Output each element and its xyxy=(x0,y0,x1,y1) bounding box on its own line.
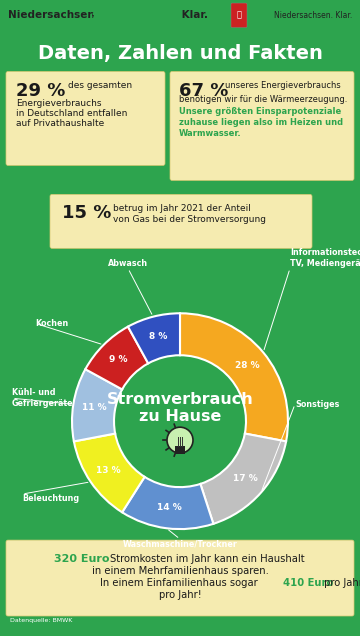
Text: Beleuchtung: Beleuchtung xyxy=(22,494,79,503)
Text: in Deutschland entfallen: in Deutschland entfallen xyxy=(16,109,127,118)
Text: Klar.: Klar. xyxy=(178,10,208,20)
Text: 28 %: 28 % xyxy=(235,361,259,370)
FancyBboxPatch shape xyxy=(50,195,312,248)
Text: Niedersachsen. Klar.: Niedersachsen. Klar. xyxy=(274,11,352,20)
Bar xyxy=(175,446,185,454)
Text: betrug im Jahr 2021 der Anteil: betrug im Jahr 2021 der Anteil xyxy=(113,204,251,213)
Text: Niedersachsen: Niedersachsen xyxy=(8,10,98,20)
Wedge shape xyxy=(122,477,213,529)
Text: 11 %: 11 % xyxy=(82,403,107,412)
Text: 🐴: 🐴 xyxy=(237,11,242,20)
Text: in einem Mehrfamilienhaus sparen.: in einem Mehrfamilienhaus sparen. xyxy=(91,566,269,576)
Text: auf Privathaushalte: auf Privathaushalte xyxy=(16,120,104,128)
Wedge shape xyxy=(74,434,145,512)
Text: Energieverbrauchs: Energieverbrauchs xyxy=(16,99,102,109)
Text: Informationstechnik
TV, Mediengeräte: Informationstechnik TV, Mediengeräte xyxy=(290,248,360,268)
Text: benötigen wir für die Wärmeerzeugung.: benötigen wir für die Wärmeerzeugung. xyxy=(179,95,347,104)
Text: 320 Euro: 320 Euro xyxy=(54,554,109,564)
Text: unseres Energieverbrauchs: unseres Energieverbrauchs xyxy=(225,81,341,90)
Text: Kühl- und
Gefriergeräte: Kühl- und Gefriergeräte xyxy=(12,388,74,408)
Text: 29 %: 29 % xyxy=(16,83,66,100)
Text: Sonstiges: Sonstiges xyxy=(295,399,339,409)
Text: Warmwasser.: Warmwasser. xyxy=(179,130,242,139)
Text: Stromkosten im Jahr kann ein Haushalt: Stromkosten im Jahr kann ein Haushalt xyxy=(110,554,305,564)
Text: Stromverbrauch: Stromverbrauch xyxy=(107,392,253,406)
Text: von Gas bei der Stromversorgung: von Gas bei der Stromversorgung xyxy=(113,216,266,225)
Wedge shape xyxy=(85,327,148,389)
Text: Daten, Zahlen und Fakten: Daten, Zahlen und Fakten xyxy=(37,44,323,63)
Circle shape xyxy=(167,427,193,453)
Wedge shape xyxy=(128,314,180,363)
Text: 17 %: 17 % xyxy=(233,474,258,483)
Text: Unsere größten Einsparpotenziale: Unsere größten Einsparpotenziale xyxy=(179,107,341,116)
FancyBboxPatch shape xyxy=(170,71,354,181)
Wedge shape xyxy=(180,314,288,441)
Text: 8 %: 8 % xyxy=(149,333,167,342)
Text: Abwasch: Abwasch xyxy=(108,259,148,268)
Wedge shape xyxy=(72,370,122,441)
Text: 15 %: 15 % xyxy=(62,204,111,223)
Text: 67 %: 67 % xyxy=(179,83,228,100)
Text: Datenquelle: BMWK: Datenquelle: BMWK xyxy=(10,618,72,623)
Text: zuhause liegen also im Heizen und: zuhause liegen also im Heizen und xyxy=(179,118,343,127)
FancyBboxPatch shape xyxy=(6,71,165,165)
FancyBboxPatch shape xyxy=(6,540,354,616)
Text: spart Energie.: spart Energie. xyxy=(92,10,176,20)
Text: 9 %: 9 % xyxy=(109,356,128,364)
Text: 13 %: 13 % xyxy=(96,466,120,474)
Text: des gesamten: des gesamten xyxy=(68,81,132,90)
Text: pro Jahr!: pro Jahr! xyxy=(159,590,201,600)
Text: pro Jahr!: pro Jahr! xyxy=(321,578,360,588)
Text: 410 Euro: 410 Euro xyxy=(283,578,333,588)
FancyBboxPatch shape xyxy=(231,3,247,27)
Text: 14 %: 14 % xyxy=(157,503,181,512)
Wedge shape xyxy=(201,434,286,524)
Text: zu Hause: zu Hause xyxy=(139,409,221,424)
Text: Kochen: Kochen xyxy=(35,319,68,328)
Text: Waschmaschine/Trockner: Waschmaschine/Trockner xyxy=(122,539,238,548)
Text: In einem Einfamilienhaus sogar: In einem Einfamilienhaus sogar xyxy=(100,578,260,588)
